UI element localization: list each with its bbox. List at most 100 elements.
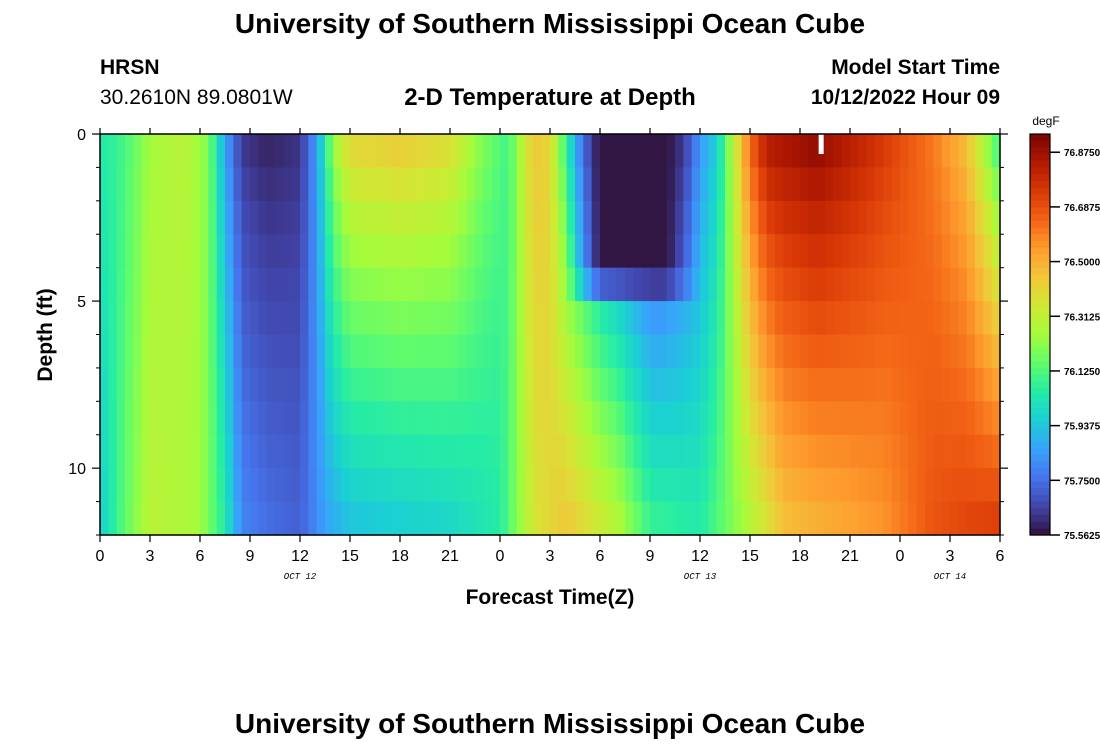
- heatmap-cell: [683, 301, 693, 336]
- heatmap-cell: [483, 434, 493, 469]
- heatmap-cell: [975, 367, 984, 402]
- heatmap-cell: [241, 401, 251, 436]
- heatmap-cell: [275, 200, 284, 235]
- heatmap-cell: [125, 501, 134, 536]
- heatmap-cell: [591, 167, 601, 202]
- heatmap-cell: [283, 234, 293, 269]
- heatmap-cell: [400, 434, 409, 469]
- heatmap-cell: [133, 367, 143, 402]
- heatmap-cell: [375, 367, 384, 402]
- heatmap-cell: [750, 367, 759, 402]
- heatmap-cell: [633, 501, 643, 536]
- heatmap-cell: [908, 167, 918, 202]
- heatmap-cell: [283, 200, 293, 235]
- heatmap-cell: [950, 334, 959, 369]
- heatmap-cell: [916, 167, 926, 202]
- heatmap-cell: [691, 234, 701, 269]
- heatmap-cell: [833, 134, 843, 169]
- heatmap-cell: [116, 134, 126, 169]
- heatmap-cell: [308, 167, 318, 202]
- heatmap-cell: [991, 468, 1001, 503]
- heatmap-cell: [675, 468, 684, 503]
- heatmap-cell: [775, 234, 784, 269]
- colorbar-swatch: [1030, 187, 1050, 195]
- heatmap-cell: [925, 367, 934, 402]
- heatmap-cell: [950, 134, 959, 169]
- heatmap-cell: [141, 134, 151, 169]
- heatmap-cell: [191, 234, 201, 269]
- heatmap-cell: [166, 134, 176, 169]
- heatmap-cell: [500, 501, 509, 536]
- heatmap-cell: [725, 434, 734, 469]
- heatmap-cell: [666, 167, 676, 202]
- heatmap-cell: [116, 167, 126, 202]
- heatmap-cell: [975, 200, 984, 235]
- heatmap-cell: [600, 234, 609, 269]
- heatmap-cell: [900, 468, 909, 503]
- heatmap-cell: [733, 167, 743, 202]
- heatmap-cell: [925, 167, 934, 202]
- heatmap-cell: [791, 367, 801, 402]
- heatmap-cell: [233, 234, 243, 269]
- heatmap-cell: [833, 234, 843, 269]
- heatmap-cell: [575, 167, 584, 202]
- heatmap-cell: [458, 334, 468, 369]
- heatmap-cell: [483, 267, 493, 302]
- heatmap-cell: [300, 301, 309, 336]
- heatmap-cell: [241, 167, 251, 202]
- heatmap-cell: [941, 200, 951, 235]
- heatmap-cell: [991, 434, 1001, 469]
- heatmap-cell: [491, 234, 501, 269]
- heatmap-cell: [916, 334, 926, 369]
- heatmap-cell: [925, 134, 934, 169]
- heatmap-cell: [958, 200, 968, 235]
- heatmap-cell: [316, 301, 326, 336]
- heatmap-cell: [800, 468, 809, 503]
- colorbar-swatch: [1030, 234, 1050, 242]
- heatmap-cell: [408, 134, 418, 169]
- heatmap-cell: [733, 434, 743, 469]
- heatmap-cell: [683, 401, 693, 436]
- heatmap-cell: [325, 367, 334, 402]
- heatmap-cell: [758, 367, 768, 402]
- heatmap-cell: [400, 234, 409, 269]
- heatmap-cell: [366, 367, 376, 402]
- heatmap-cell: [641, 468, 651, 503]
- heatmap-cell: [916, 367, 926, 402]
- heatmap-cell: [900, 267, 909, 302]
- page-title: University of Southern Mississippi Ocean…: [234, 8, 866, 39]
- heatmap-cell: [308, 134, 318, 169]
- heatmap-cell: [166, 167, 176, 202]
- heatmap-cell: [341, 367, 351, 402]
- heatmap-cell: [391, 267, 401, 302]
- heatmap-cell: [108, 167, 118, 202]
- heatmap-cell: [191, 267, 201, 302]
- heatmap-cell: [433, 301, 443, 336]
- heatmap-cell: [850, 167, 859, 202]
- heatmap-cell: [333, 367, 343, 402]
- heatmap-cell: [266, 334, 276, 369]
- heatmap-cell: [616, 401, 626, 436]
- heatmap-cell: [966, 401, 976, 436]
- heatmap-cell: [141, 434, 151, 469]
- heatmap-cell: [750, 167, 759, 202]
- heatmap-cell: [991, 234, 1001, 269]
- colorbar-swatch: [1030, 334, 1050, 342]
- heatmap-cell: [741, 234, 751, 269]
- heatmap-cell: [100, 367, 109, 402]
- heatmap-cell: [683, 501, 693, 536]
- x-tick-label: 12: [691, 548, 709, 565]
- heatmap-cell: [625, 200, 634, 235]
- heatmap-cell: [441, 367, 451, 402]
- heatmap-cell: [450, 468, 459, 503]
- heatmap-cell: [891, 301, 901, 336]
- heatmap-cell: [583, 167, 593, 202]
- heatmap-cell: [183, 401, 193, 436]
- heatmap-cell: [716, 367, 726, 402]
- heatmap-cell: [958, 434, 968, 469]
- heatmap-cell: [400, 401, 409, 436]
- heatmap-cell: [558, 134, 568, 169]
- heatmap-cell: [941, 267, 951, 302]
- heatmap-cell: [408, 267, 418, 302]
- heatmap-cell: [575, 234, 584, 269]
